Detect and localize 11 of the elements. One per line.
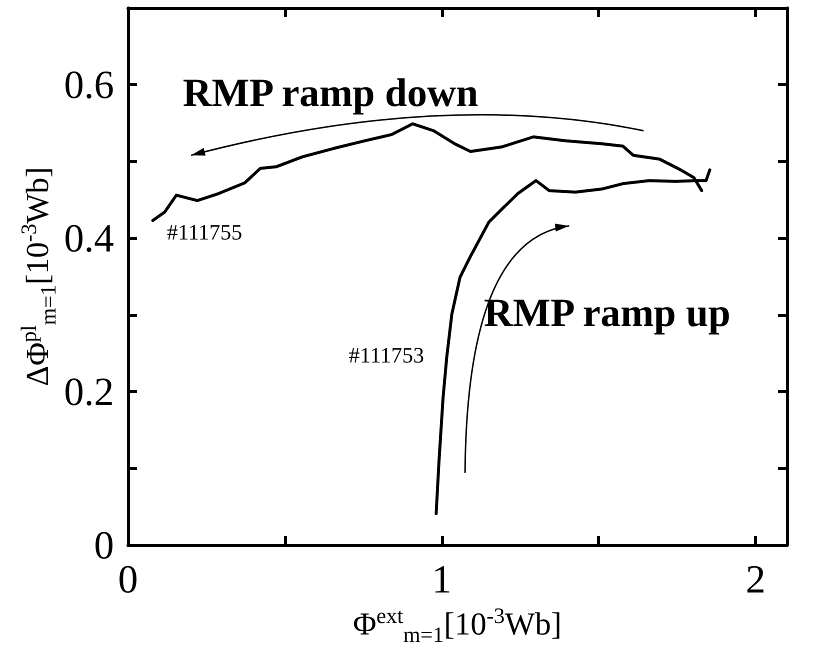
y-tick-label: 0 <box>94 522 114 568</box>
y-tick-label: 0.2 <box>64 369 114 414</box>
annotation: #111755 <box>166 219 242 244</box>
y-tick-label: 0.6 <box>64 62 114 108</box>
y-tick-label: 0.4 <box>64 216 114 261</box>
annotation: RMP ramp up <box>484 290 731 335</box>
x-tick-label: 1 <box>432 556 452 602</box>
x-tick-label: 2 <box>746 556 766 602</box>
x-axis-title: Φ$^{ext}$$_{m=1}$[10$^{-3}$Wb] <box>353 603 562 648</box>
annotation: RMP ramp down <box>182 70 478 115</box>
annotation: #111753 <box>348 342 424 368</box>
